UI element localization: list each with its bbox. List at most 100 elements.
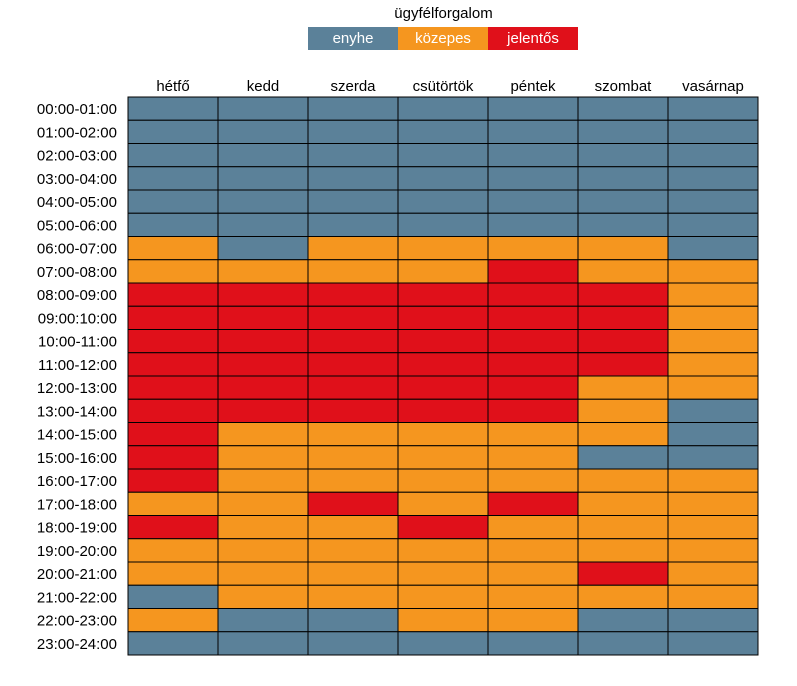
row-label: 02:00-03:00 [37,148,117,165]
heatmap-cell [307,398,399,423]
heatmap-cell [397,212,489,237]
heatmap-cell [217,259,309,284]
heatmap-cell [307,236,399,261]
row-label: 20:00-21:00 [37,566,117,583]
heatmap-cell [577,398,669,423]
heatmap-cell [127,608,219,633]
heatmap-cell [487,608,579,633]
row-label: 08:00-09:00 [37,287,117,304]
heatmap-cell [307,561,399,586]
heatmap-cell [667,445,759,470]
heatmap-cell [487,515,579,540]
heatmap-cell [487,491,579,516]
heatmap-cell [397,515,489,540]
heatmap-cell [127,189,219,214]
heatmap-cell [397,305,489,330]
heatmap-cell [397,352,489,377]
row-label: 05:00-06:00 [37,217,117,234]
heatmap-cell [487,282,579,307]
heatmap-cell [487,189,579,214]
heatmap-cell [217,515,309,540]
heatmap-cell [487,329,579,354]
heatmap-cell [217,422,309,447]
heatmap-cell [577,538,669,563]
heatmap-cell [217,398,309,423]
heatmap-cell [667,189,759,214]
column-header: hétfő [156,78,189,95]
row-label: 22:00-23:00 [37,613,117,630]
column-header: szombat [595,78,653,95]
heatmap-cell [217,491,309,516]
heatmap-cell [667,119,759,144]
heatmap-cell [667,96,759,121]
heatmap-cell [667,584,759,609]
row-label: 03:00-04:00 [37,171,117,188]
legend-title: ügyfélforgalom [394,5,493,22]
row-label: 11:00-12:00 [38,357,117,374]
heatmap-cell [667,515,759,540]
heatmap-cell [307,515,399,540]
heatmap-cell [307,96,399,121]
row-label: 21:00-22:00 [37,589,117,606]
heatmap-cell [127,236,219,261]
heatmap-cell [217,608,309,633]
heatmap-cell [217,143,309,168]
heatmap-cell [397,259,489,284]
heatmap-cell [217,375,309,400]
heatmap-cell [127,515,219,540]
heatmap-cell [577,608,669,633]
heatmap-cell [307,352,399,377]
heatmap-cell [217,236,309,261]
heatmap-cell [127,491,219,516]
row-label: 09:00:10:00 [38,310,117,327]
heatmap-cell [487,561,579,586]
heatmap-cell [127,468,219,493]
row-label: 04:00-05:00 [37,194,117,211]
heatmap-cell [667,329,759,354]
heatmap-cell [217,305,309,330]
row-label: 14:00-15:00 [37,427,117,444]
heatmap-cell [217,282,309,307]
heatmap-cell [667,352,759,377]
row-label: 07:00-08:00 [37,264,117,281]
row-label: 01:00-02:00 [37,124,117,141]
heatmap-cell [307,305,399,330]
heatmap-cell [307,329,399,354]
heatmap-cell [307,468,399,493]
heatmap-cell [217,584,309,609]
heatmap-cell [397,491,489,516]
heatmap-cell [577,189,669,214]
heatmap-cell [307,445,399,470]
row-label: 19:00-20:00 [37,543,117,560]
heatmap-cell [397,561,489,586]
heatmap-cell [127,631,219,656]
heatmap-cell [577,96,669,121]
heatmap-cell [577,212,669,237]
heatmap-cell [487,468,579,493]
heatmap-cell [217,166,309,191]
column-header: vasárnap [682,78,744,95]
column-header: péntek [510,78,556,95]
legend-item-kozepes: közepes [398,27,488,50]
heatmap-cell [307,375,399,400]
heatmap-cell [577,561,669,586]
heatmap-cell [487,398,579,423]
heatmap-cell [217,189,309,214]
heatmap-cell [397,538,489,563]
heatmap-cell [667,631,759,656]
heatmap-cell [307,166,399,191]
heatmap-cell [577,491,669,516]
heatmap-cell [127,398,219,423]
heatmap-cell [127,352,219,377]
heatmap-cell [577,305,669,330]
heatmap-cell [127,282,219,307]
heatmap-cell [307,608,399,633]
heatmap-cell [217,212,309,237]
heatmap-cell [397,445,489,470]
heatmap-cell [577,584,669,609]
heatmap-cell [667,305,759,330]
heatmap-cell [217,561,309,586]
heatmap-cell [307,282,399,307]
heatmap-cell [667,143,759,168]
heatmap-cell [397,468,489,493]
